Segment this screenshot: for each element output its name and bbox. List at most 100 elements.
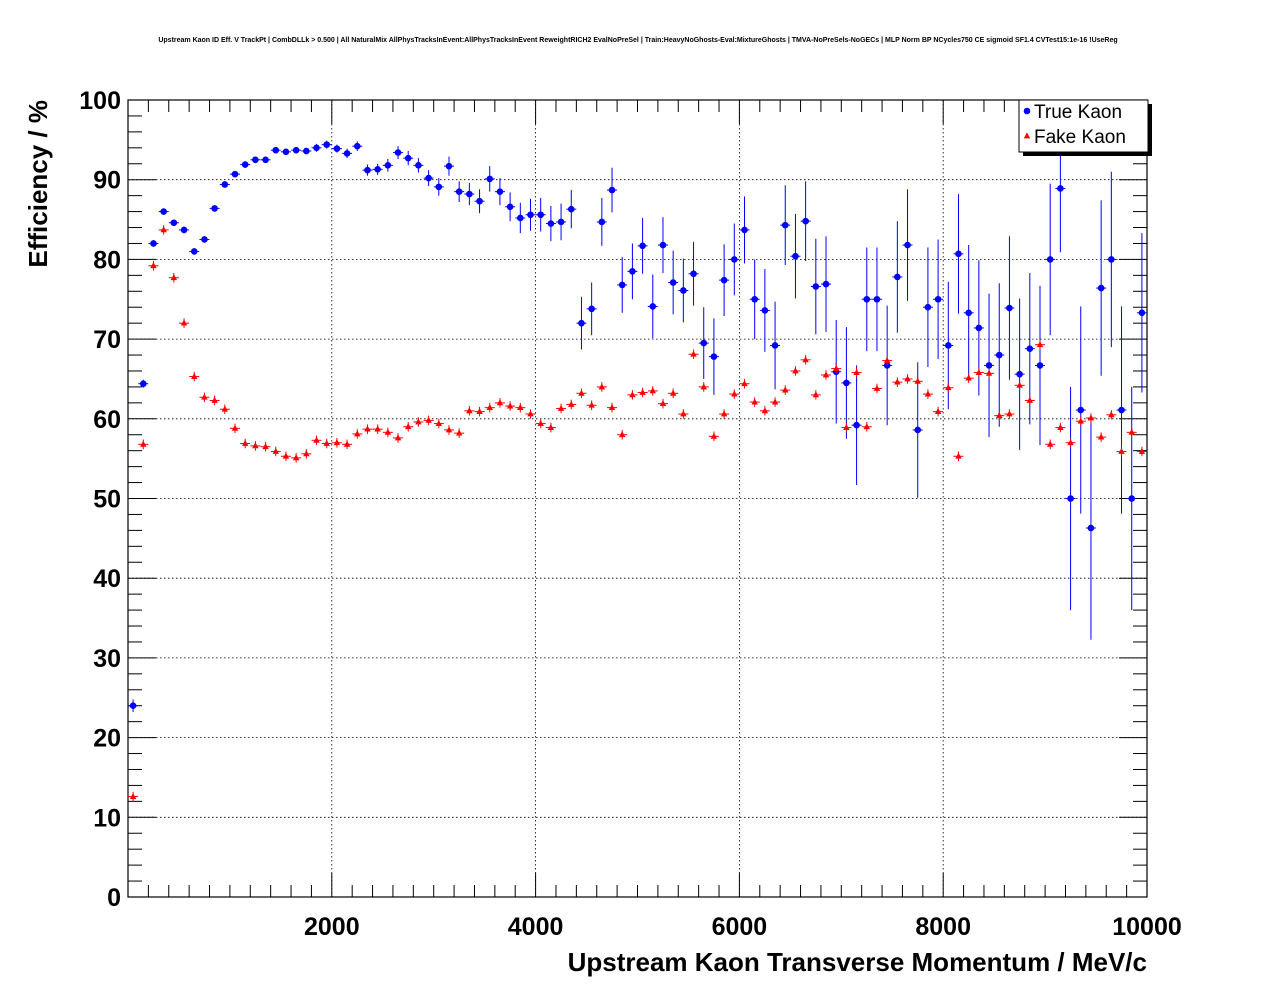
x-tick-label: 6000	[712, 913, 768, 941]
data-point	[608, 186, 616, 194]
data-point	[139, 380, 147, 388]
data-point	[547, 423, 555, 430]
data-point	[415, 162, 422, 169]
data-point	[425, 174, 432, 182]
data-point	[833, 364, 840, 371]
data-point	[761, 307, 769, 314]
data-point	[873, 384, 881, 391]
data-point	[221, 181, 229, 188]
data-point	[190, 248, 198, 255]
y-tick-label: 30	[93, 645, 121, 673]
data-point	[466, 190, 473, 198]
data-point	[191, 372, 198, 379]
data-point	[782, 386, 789, 393]
data-point	[792, 367, 799, 374]
data-point	[1138, 309, 1146, 317]
grid-lines	[128, 100, 1147, 897]
data-point	[129, 702, 137, 710]
data-point	[618, 281, 626, 289]
data-point	[710, 353, 718, 360]
data-point	[211, 396, 218, 403]
data-point	[639, 388, 646, 395]
data-point	[394, 434, 402, 441]
y-tick-label: 10	[93, 804, 121, 832]
data-point	[812, 283, 820, 290]
data-point	[934, 295, 942, 303]
data-point	[211, 205, 218, 212]
data-point	[333, 439, 341, 446]
data-point	[578, 319, 585, 327]
data-point	[292, 146, 300, 154]
data-point	[201, 393, 208, 400]
data-point	[537, 211, 544, 219]
data-point	[557, 218, 565, 226]
data-point	[1057, 423, 1064, 430]
legend-marker-true-kaon	[1023, 107, 1031, 115]
data-point	[221, 405, 229, 412]
data-point	[700, 339, 708, 347]
data-point	[863, 423, 870, 430]
data-point	[975, 368, 983, 375]
data-point	[292, 454, 300, 461]
data-point	[1108, 256, 1115, 263]
y-axis-label: Efficiency / %	[23, 100, 53, 268]
data-point	[252, 156, 259, 164]
data-point	[598, 383, 606, 390]
data-point	[649, 303, 657, 310]
data-point	[1087, 414, 1095, 421]
data-point	[904, 241, 911, 249]
data-point	[1046, 440, 1054, 447]
data-point	[588, 401, 595, 408]
data-point	[955, 452, 962, 459]
data-point	[374, 166, 381, 173]
data-point	[160, 208, 167, 215]
data-point	[1118, 406, 1125, 414]
data-point	[741, 226, 748, 234]
tick-labels: 2000 4000 6000 8000 10000 0 10 20 30 40 50 60 70 80 90…	[79, 87, 1181, 941]
data-point	[659, 400, 667, 407]
data-point	[944, 342, 952, 349]
data-point	[557, 404, 565, 411]
data-point	[241, 439, 249, 446]
series-fake-kaon	[128, 225, 1147, 802]
data-point	[506, 203, 514, 211]
data-point	[384, 428, 392, 435]
data-point	[150, 262, 157, 269]
data-point	[619, 431, 626, 438]
data-point	[608, 404, 616, 411]
data-point	[231, 424, 239, 431]
data-point	[629, 268, 636, 275]
data-point	[1097, 433, 1105, 440]
y-tick-label: 40	[93, 565, 121, 593]
data-point	[975, 324, 983, 332]
data-point	[1036, 341, 1044, 348]
data-point	[680, 287, 687, 294]
legend-marker-fake-kaon	[1023, 132, 1031, 139]
data-point	[313, 436, 320, 443]
data-point	[527, 410, 534, 417]
x-axis-label: Upstream Kaon Transverse Momentum / MeV/…	[568, 947, 1147, 977]
y-tick-label: 0	[107, 884, 121, 912]
axis-ticks	[128, 100, 1147, 897]
legend-box	[1018, 99, 1149, 153]
data-point	[353, 142, 361, 150]
data-point	[445, 426, 453, 433]
x-tick-label: 8000	[915, 913, 971, 941]
data-point	[404, 154, 412, 162]
data-point	[486, 404, 493, 411]
data-point	[680, 410, 687, 417]
data-point	[924, 390, 932, 397]
data-point	[1077, 417, 1084, 424]
data-point	[985, 362, 993, 369]
data-point	[904, 375, 911, 382]
data-point	[843, 423, 850, 430]
data-point	[425, 416, 432, 423]
data-point	[201, 236, 208, 243]
data-point	[567, 205, 575, 213]
data-point	[822, 280, 830, 288]
data-point	[568, 400, 575, 407]
data-point	[1138, 447, 1146, 454]
data-point	[303, 147, 310, 155]
data-point	[639, 242, 646, 250]
data-point	[873, 295, 881, 303]
